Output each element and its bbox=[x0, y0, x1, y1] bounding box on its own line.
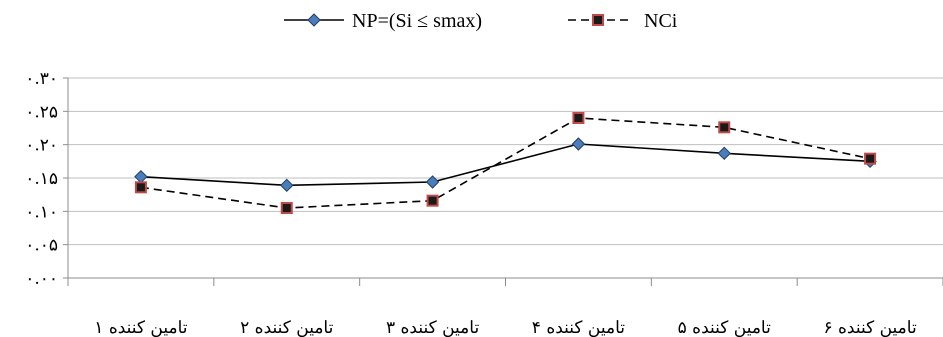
y-tick-label: ۰.۲۰ bbox=[25, 136, 58, 156]
series-2-point bbox=[134, 181, 147, 194]
y-tick-label: ۰.۱۰ bbox=[25, 202, 58, 222]
grid-lines bbox=[68, 77, 943, 246]
x-tick-labels: تامین کننده ۱ تامین کننده ۲ تامین کننده ۳ ت… bbox=[94, 318, 917, 337]
legend-marker-1 bbox=[307, 13, 321, 27]
series-line-2 bbox=[140, 117, 871, 209]
y-tick-label: ۰.۱۵ bbox=[25, 169, 58, 189]
y-tick-label: ۰.۰۵ bbox=[25, 236, 58, 256]
series-1-point bbox=[571, 137, 586, 151]
y-tick-label: ۰.۳۰ bbox=[25, 69, 58, 89]
y-tick-labels: ۰.۰۰ ۰.۰۵ ۰.۱۰ ۰.۱۵ ۰.۲۰ ۰.۲۵ ۰.۳۰ bbox=[25, 69, 58, 289]
x-tick-label: تامین کننده ۴ bbox=[532, 318, 625, 337]
x-tick-label: تامین کننده ۱ bbox=[94, 318, 187, 337]
series-line-1 bbox=[140, 143, 871, 187]
series-markers bbox=[134, 112, 877, 214]
series-2-point bbox=[280, 202, 293, 214]
series-2-point bbox=[426, 194, 439, 207]
legend-label-2: NCi bbox=[644, 10, 678, 32]
axes bbox=[63, 77, 943, 286]
x-tick-label: تامین کننده ۵ bbox=[678, 318, 771, 337]
series-1-point bbox=[717, 146, 731, 161]
legend-label-1: NP=(Si ≤ smax) bbox=[352, 10, 482, 32]
series-1-point bbox=[134, 169, 148, 184]
legend-marker-2 bbox=[592, 14, 604, 26]
series-1-point bbox=[425, 175, 440, 189]
y-tick-label: ۰.۰۰ bbox=[25, 269, 58, 289]
x-tick-label: تامین کننده ۳ bbox=[386, 318, 479, 337]
y-tick-label: ۰.۲۵ bbox=[25, 102, 58, 122]
legend: NP=(Si ≤ smax) NCi bbox=[284, 10, 678, 32]
series-lines bbox=[140, 117, 871, 209]
series-2-point bbox=[572, 112, 585, 124]
series-1-point bbox=[280, 178, 294, 193]
series-2-point bbox=[864, 152, 877, 165]
series-2-point bbox=[718, 121, 731, 134]
x-tick-label: تامین کننده ۶ bbox=[823, 318, 916, 337]
x-tick-label: تامین کننده ۲ bbox=[240, 318, 333, 337]
